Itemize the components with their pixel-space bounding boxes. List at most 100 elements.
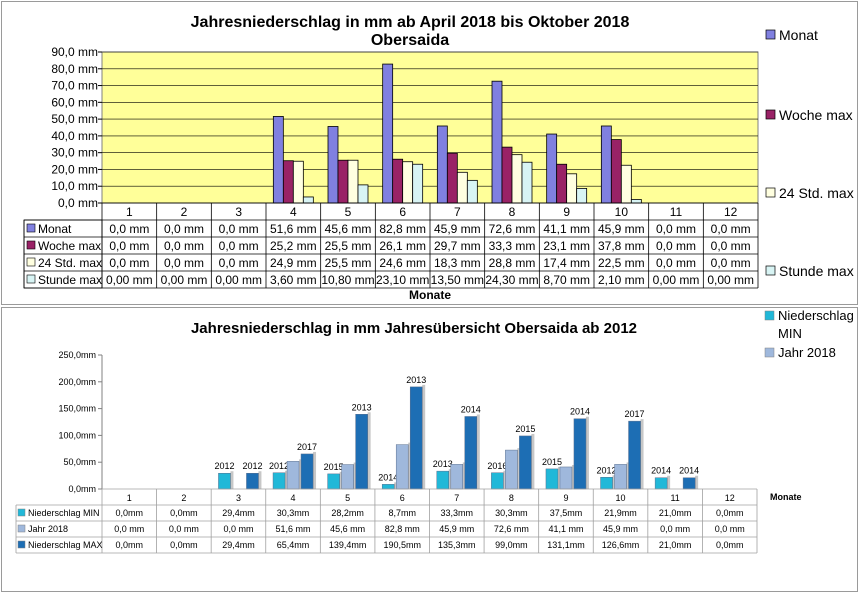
bar	[302, 196, 314, 204]
bar-shadow	[476, 414, 480, 489]
data-label: 28,8 mm	[489, 256, 536, 270]
bar-year-label: 2013	[352, 402, 372, 412]
data-label: 25,5 mm	[325, 239, 372, 253]
bar	[272, 472, 286, 490]
data-label: 0,0 mm	[164, 256, 204, 270]
data-label: 0,0mm	[716, 540, 744, 550]
bar-shadow	[367, 412, 371, 489]
data-label: 21,0mm	[659, 508, 692, 518]
category-label: 11	[670, 205, 683, 219]
data-label: 0,0 mm	[715, 524, 745, 534]
bar	[620, 164, 632, 204]
data-label: 10,80 mm	[321, 273, 374, 287]
table-row-label: Niederschlag MIN	[28, 508, 100, 518]
bar	[337, 159, 349, 204]
bar	[446, 152, 458, 204]
data-label: 65,4mm	[277, 540, 310, 550]
chart-title: Jahresniederschlag in mm Jahresübersicht…	[191, 320, 637, 337]
category-label: 2	[181, 205, 188, 219]
category-label: 9	[563, 493, 568, 503]
bar-shadow	[285, 470, 289, 489]
y-tick-label: 40,0 mm	[51, 129, 98, 143]
y-tick-label: 90,0 mm	[51, 45, 98, 59]
category-label: 7	[454, 493, 459, 503]
table-legend-key	[26, 240, 36, 250]
bar-year-label: 2012	[242, 461, 262, 471]
data-label: 21,0mm	[659, 540, 692, 550]
category-label: 1	[126, 205, 133, 219]
bar	[402, 161, 414, 204]
data-label: 0,0 mm	[219, 256, 259, 270]
legend-key	[765, 187, 776, 198]
category-label: 1	[127, 493, 132, 503]
bar-shadow	[612, 475, 616, 489]
data-label: 0,0 mm	[656, 256, 696, 270]
bar	[412, 163, 424, 204]
data-label: 0,0 mm	[169, 524, 199, 534]
bar-year-label: 2014	[651, 466, 671, 476]
data-label: 25,2 mm	[270, 239, 317, 253]
legend-label: 24 Std. max	[779, 185, 854, 201]
data-label: 37,8 mm	[598, 239, 645, 253]
bar-shadow	[531, 433, 535, 489]
bar	[614, 464, 627, 490]
data-label: 0,0mm	[170, 540, 198, 550]
table-legend-key	[17, 508, 26, 517]
bar	[395, 444, 409, 490]
chart-subtitle: Obersaida	[371, 32, 449, 49]
data-label: 0,00 mm	[161, 273, 208, 287]
bar	[355, 414, 368, 490]
data-label: 45,9 mm	[434, 222, 481, 236]
data-label: 0,00 mm	[106, 273, 153, 287]
bar	[576, 188, 588, 204]
data-label: 0,0mm	[116, 540, 144, 550]
bar	[392, 158, 404, 204]
table-row-label: 24 Std. max	[38, 256, 102, 270]
bar-shadow	[258, 471, 262, 489]
bar	[382, 63, 394, 204]
table-legend-key	[17, 540, 26, 549]
data-label: 126,6mm	[602, 540, 640, 550]
chart-title: Jahresniederschlag in mm ab April 2018 b…	[191, 14, 630, 31]
bar-year-label: 2015	[324, 462, 344, 472]
table-row-label: Monat	[38, 222, 72, 236]
data-label: 21,9mm	[604, 508, 637, 518]
data-label: 8,7mm	[388, 508, 416, 518]
legend-label: Woche max	[779, 107, 853, 123]
data-label: 82,8 mm	[379, 222, 426, 236]
bar-year-label: 2014	[570, 407, 590, 417]
chart-panel-top: Jahresniederschlag in mm ab April 2018 b…	[1, 1, 858, 305]
bar	[573, 418, 587, 490]
bar	[341, 464, 354, 490]
data-label: 25,5 mm	[325, 256, 372, 270]
bar	[628, 420, 641, 490]
data-label: 0,00 mm	[707, 273, 754, 287]
legend-label: Jahr 2018	[778, 345, 836, 360]
y-tick-label: 30,0 mm	[51, 146, 98, 160]
bar-shadow	[695, 475, 699, 489]
bar-year-label: 2017	[625, 409, 645, 419]
data-label: 45,9 mm	[603, 524, 638, 534]
table-legend-key	[17, 524, 26, 533]
y-tick-label: 200,0mm	[58, 377, 96, 387]
data-label: 135,3mm	[438, 540, 476, 550]
data-label: 99,0mm	[495, 540, 528, 550]
data-label: 0,0 mm	[656, 222, 696, 236]
data-label: 0,0 mm	[219, 239, 259, 253]
legend-key	[765, 29, 776, 40]
bar	[292, 160, 304, 204]
table-row-label: Woche max	[38, 239, 101, 253]
table-legend-key	[26, 257, 36, 267]
data-label: 29,4mm	[222, 508, 255, 518]
category-label: 8	[509, 205, 516, 219]
category-label: 11	[670, 493, 679, 503]
data-label: 2,10 mm	[598, 273, 645, 287]
chart-top: Jahresniederschlag in mm ab April 2018 b…	[23, 14, 854, 302]
category-label: 6	[399, 205, 406, 219]
data-label: 0,0mm	[116, 508, 144, 518]
bar-year-label: 2015	[515, 424, 535, 434]
data-label: 131,1mm	[547, 540, 585, 550]
category-label: 8	[509, 493, 514, 503]
